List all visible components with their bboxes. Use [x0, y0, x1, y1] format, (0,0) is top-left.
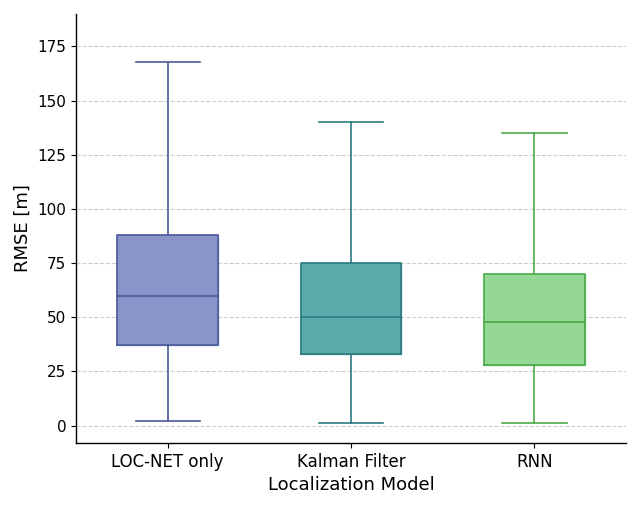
X-axis label: Localization Model: Localization Model: [268, 476, 435, 494]
Y-axis label: RMSE [m]: RMSE [m]: [14, 184, 32, 272]
